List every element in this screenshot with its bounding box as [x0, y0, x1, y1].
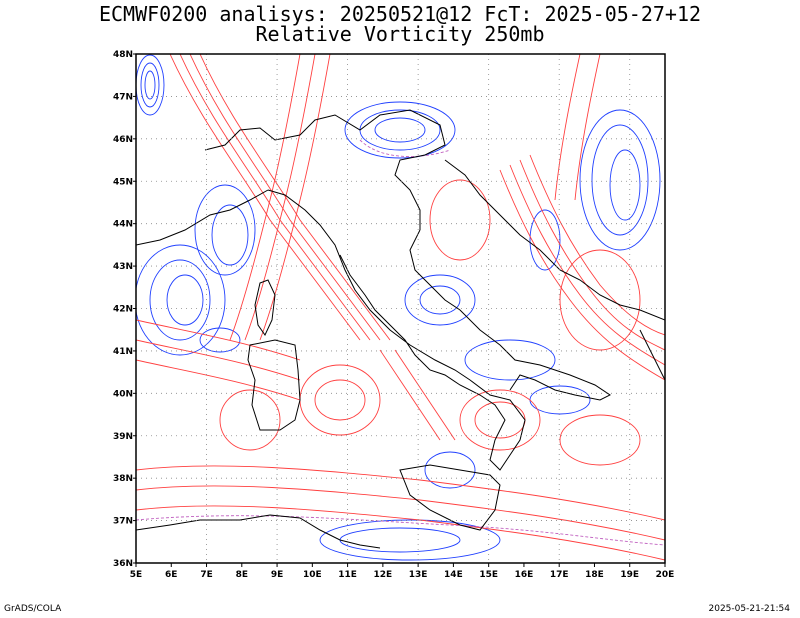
lon-label-7E: 7E — [200, 570, 212, 580]
lon-label-9E: 9E — [271, 570, 283, 580]
lon-label-17E: 17E — [550, 570, 569, 580]
lat-label-41N: 41N — [113, 347, 133, 357]
zero-vorticity-contours — [136, 139, 665, 546]
france-coastline — [136, 189, 269, 246]
lat-label-37N: 37N — [113, 517, 133, 527]
lat-label-48N: 48N — [113, 50, 133, 60]
lat-label-45N: 45N — [113, 177, 133, 187]
longitude-labels: 5E 6E 7E 8E 9E 10E 11E 12E 13E 14E 15E 16E 17E 18E 19E… — [130, 570, 675, 580]
greece-coastline — [639, 329, 665, 381]
software-credit: GrADS/COLA — [4, 604, 62, 614]
vorticity-contours — [136, 54, 665, 561]
lat-label-43N: 43N — [113, 262, 133, 272]
lon-label-11E: 11E — [338, 570, 357, 580]
lat-label-38N: 38N — [113, 474, 133, 484]
lat-label-40N: 40N — [113, 389, 133, 399]
corsica-outline — [254, 279, 276, 336]
coastlines-borders — [136, 109, 665, 549]
lat-label-36N: 36N — [113, 559, 133, 569]
sardinia-outline — [247, 339, 301, 431]
axis-ticks — [133, 53, 666, 567]
latitude-labels: 48N 47N 46N 45N 44N 43N 42N 41N 40N 39N 38N 37N 36N — [113, 50, 133, 569]
lat-label-44N: 44N — [113, 220, 133, 230]
lon-label-14E: 14E — [444, 570, 463, 580]
lat-label-42N: 42N — [113, 305, 133, 315]
graticule — [136, 54, 665, 563]
map-title-line1: ECMWF0200 analisys: 20250521@12 FcT: 202… — [98, 2, 702, 26]
positive-vorticity-contours — [136, 54, 665, 561]
lon-label-13E: 13E — [409, 570, 428, 580]
balkan-coastline — [444, 159, 665, 321]
lon-label-8E: 8E — [236, 570, 248, 580]
map-frame — [135, 53, 666, 564]
lon-label-18E: 18E — [585, 570, 604, 580]
lat-label-39N: 39N — [113, 432, 133, 442]
lon-label-12E: 12E — [374, 570, 393, 580]
negative-vorticity-contours — [136, 54, 661, 561]
map-title-line2: Relative Vorticity 250mb — [255, 22, 545, 46]
lon-label-10E: 10E — [303, 570, 322, 580]
lon-label-16E: 16E — [515, 570, 534, 580]
lon-label-19E: 19E — [620, 570, 639, 580]
alpine-border — [204, 109, 446, 230]
lon-label-5E: 5E — [130, 570, 142, 580]
lat-label-46N: 46N — [113, 135, 133, 145]
render-timestamp: 2025-05-21-21:54 — [708, 604, 791, 614]
italy-coastline — [267, 189, 611, 471]
africa-coastline — [136, 514, 381, 549]
lat-label-47N: 47N — [113, 92, 133, 102]
lon-label-6E: 6E — [165, 570, 177, 580]
sicily-outline — [399, 464, 501, 531]
lon-label-20E: 20E — [656, 570, 675, 580]
lon-label-15E: 15E — [479, 570, 498, 580]
